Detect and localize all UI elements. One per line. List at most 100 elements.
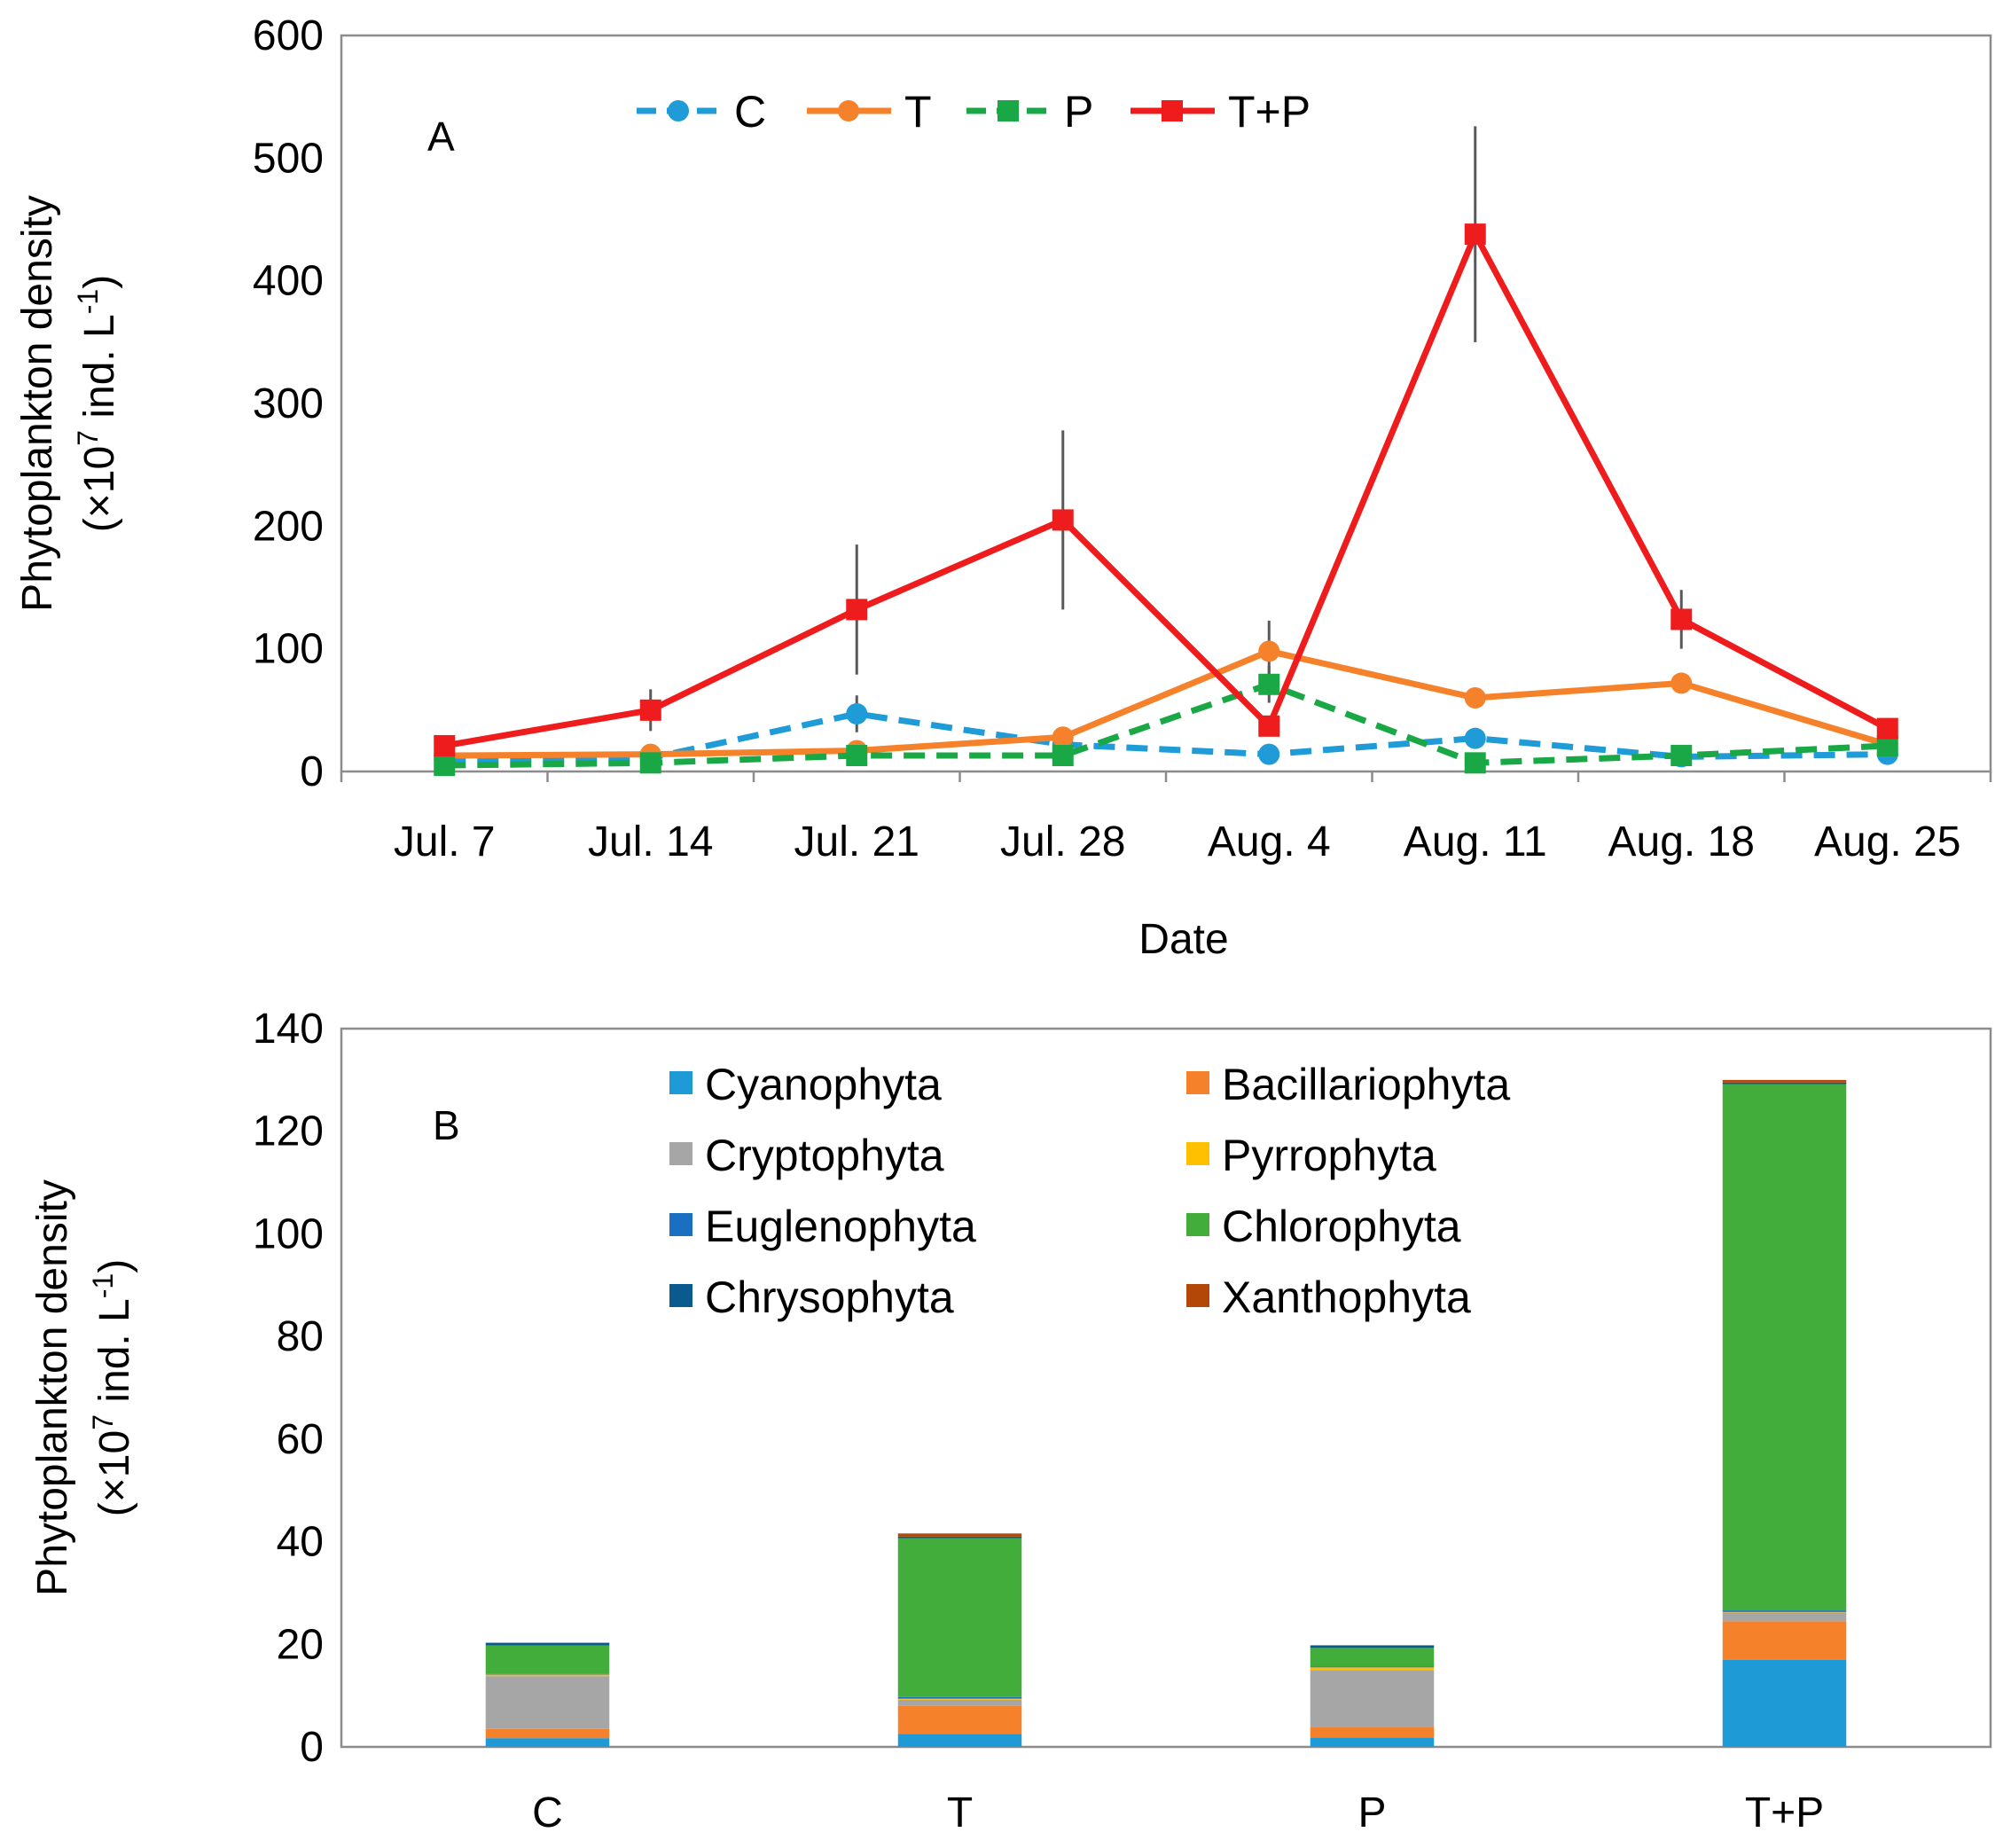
bar-segment-chlorophyta <box>897 1538 1022 1697</box>
x-tick-label: Aug. 18 <box>1608 818 1755 865</box>
data-point <box>434 734 456 756</box>
legend-label: Pyrrophyta <box>1222 1131 1436 1180</box>
bar-segment-cryptophyta <box>1310 1670 1435 1728</box>
y-unit-open: (×10 <box>91 1430 138 1516</box>
y-unit-close: ) <box>91 1259 138 1273</box>
bar-segment-chrysophyta <box>897 1536 1022 1539</box>
legend-label: C <box>734 87 766 137</box>
y-axis-label-b: Phytoplankton density (×107 ind. L-1) <box>29 1179 138 1596</box>
legend-label: T <box>904 87 932 137</box>
y-tick-label: 500 <box>253 135 324 182</box>
bar-segment-bacillariophyta <box>1310 1727 1435 1738</box>
data-point <box>1670 745 1693 767</box>
y-tick-label: 300 <box>253 380 324 427</box>
legend-label: Chrysophyta <box>705 1272 954 1322</box>
bar-segment-cyanophyta <box>1310 1737 1435 1747</box>
y-axis-unit-b: (×107 ind. L-1) <box>87 1259 138 1516</box>
legend-label: Xanthophyta <box>1222 1272 1471 1322</box>
series-line-T <box>444 647 1889 759</box>
legend-label: P <box>1064 87 1093 137</box>
bar-segment-bacillariophyta <box>897 1705 1022 1734</box>
bar-segment-chlorophyta <box>1310 1648 1435 1667</box>
y-tick-label: 200 <box>253 503 324 550</box>
legend-marker <box>1162 100 1183 121</box>
y-tick-label: 20 <box>277 1621 324 1668</box>
y-axis-ticks-a: 0 100 200 300 400 500 600 <box>253 12 324 795</box>
data-point <box>1464 687 1486 709</box>
data-point <box>639 699 661 721</box>
legend-swatch <box>1186 1284 1209 1307</box>
y-tick-label: 0 <box>300 1724 324 1771</box>
bar-segment-pyrrophyta <box>1722 1611 1847 1613</box>
x-tick-label: C <box>532 1789 563 1836</box>
bar-segment-euglenophyta <box>1310 1666 1435 1668</box>
legend-label: Cyanophyta <box>705 1060 942 1109</box>
bar-segment-cryptophyta <box>1722 1612 1847 1622</box>
bar-segment-bacillariophyta <box>485 1728 610 1739</box>
series-lines-a <box>434 223 1898 777</box>
x-axis-label-a: Date <box>1138 916 1228 963</box>
data-point <box>1258 640 1280 662</box>
y-unit-exp2: -1 <box>87 1273 119 1298</box>
stacked-bars-b <box>485 1079 1847 1747</box>
legend-label: Euglenophyta <box>705 1202 976 1251</box>
y-tick-label: 80 <box>277 1313 324 1360</box>
y-tick-label: 100 <box>253 626 324 673</box>
plot-area-frame-a <box>340 34 1992 773</box>
bar-segment-pyrrophyta <box>485 1674 610 1677</box>
bar-chart-panel-b: 0 20 40 60 80 100 120 140 C T P T+P Cyanophyta Baci… <box>29 1006 1992 1836</box>
data-point <box>1464 727 1486 749</box>
bar-segment-euglenophyta <box>1722 1610 1847 1612</box>
x-tick-label: Aug. 11 <box>1404 818 1547 865</box>
data-point <box>1052 509 1074 531</box>
y-tick-label: 60 <box>277 1416 324 1463</box>
x-tick-label: Aug. 25 <box>1814 818 1960 865</box>
y-unit-exp: 7 <box>87 1414 119 1430</box>
bar-segment-chrysophyta <box>485 1642 610 1646</box>
legend-label: Bacillariophyta <box>1222 1060 1510 1109</box>
bar-segment-xanthophyta <box>897 1533 1022 1537</box>
bar-segment-cyanophyta <box>485 1738 610 1747</box>
bar-segment-euglenophyta <box>897 1696 1022 1699</box>
bar-segment-chlorophyta <box>485 1645 610 1674</box>
x-tick-label: Jul. 14 <box>588 818 713 865</box>
y-tick-label: 600 <box>253 12 324 59</box>
legend-swatch <box>1186 1071 1209 1094</box>
y-unit-open: (×10 <box>76 446 123 532</box>
y-axis-label-a: Phytoplankton density (×107 ind. L-1) <box>14 195 123 612</box>
x-tick-label: Aug. 4 <box>1208 818 1331 865</box>
y-unit-exp2: -1 <box>72 289 104 314</box>
legend-swatch <box>1186 1142 1209 1165</box>
x-tick-label: Jul. 28 <box>1000 818 1125 865</box>
legend-label: T+P <box>1228 87 1311 137</box>
legend-swatch <box>669 1213 692 1236</box>
bar-segment-chrysophyta <box>1310 1645 1435 1648</box>
legend-swatch <box>669 1142 692 1165</box>
panel-label-b: B <box>433 1102 460 1148</box>
y-tick-label: 0 <box>300 748 324 795</box>
y-axis-unit-a: (×107 ind. L-1) <box>72 275 123 532</box>
data-point <box>1258 673 1280 695</box>
data-point <box>1258 743 1280 765</box>
y-unit-exp: 7 <box>72 430 104 446</box>
y-axis-ticks-b: 0 20 40 60 80 100 120 140 <box>253 1006 324 1771</box>
data-point <box>846 702 868 724</box>
legend-marker <box>998 100 1019 121</box>
bar-segment-xanthophyta <box>1722 1079 1847 1083</box>
x-axis-ticks-b: C T P T+P <box>532 1789 1824 1836</box>
data-point <box>1670 672 1693 694</box>
data-point <box>1464 223 1486 246</box>
data-point <box>1670 608 1693 630</box>
x-tick-label: Jul. 7 <box>394 818 496 865</box>
legend-swatch <box>669 1071 692 1094</box>
data-point <box>1258 715 1280 737</box>
x-tick-label: T+P <box>1745 1789 1824 1836</box>
x-tick-label: T <box>947 1789 973 1836</box>
panel-label-a: A <box>427 114 455 160</box>
y-tick-label: 140 <box>253 1006 324 1053</box>
plot-area-frame-b <box>340 1027 1992 1749</box>
series-line-P <box>444 681 1888 769</box>
x-tick-label: P <box>1358 1789 1386 1836</box>
data-point <box>1464 752 1486 774</box>
data-point <box>1052 745 1074 767</box>
